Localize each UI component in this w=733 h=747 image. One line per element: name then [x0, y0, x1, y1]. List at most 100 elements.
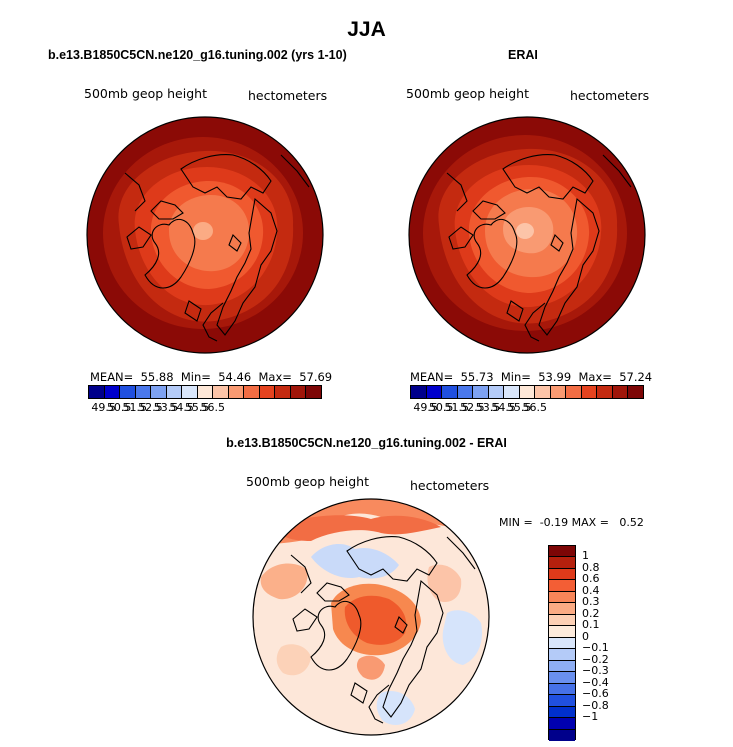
diff-colorbar-tick-label: −0.4 [582, 675, 609, 689]
diff-colorbar-tick-label: −0.3 [582, 664, 609, 678]
left-mean-value: 55.88 [140, 370, 174, 384]
right-continents [446, 154, 632, 342]
right-mean-value: 55.73 [460, 370, 494, 384]
diff-field-negative-arc [311, 543, 399, 579]
diff-continents [290, 536, 476, 724]
diff-colorbar-box-10 [549, 660, 575, 673]
right-field-min-center [516, 223, 534, 239]
left-var-label: 500mb geop height [84, 86, 207, 101]
right-map-border [408, 116, 646, 354]
left-colorbar-box-7 [197, 386, 214, 398]
diff-colorbar-tick-label: 0.1 [582, 618, 600, 632]
diff-units-label: hectometers [410, 478, 490, 493]
diff-colorbar-box-9 [549, 649, 575, 661]
diff-colorbar-tick-label: −0.6 [582, 687, 609, 701]
diff-colorbar-box-12 [549, 683, 575, 696]
diff-colorbar-box-0 [549, 546, 575, 558]
left-colorbar-tick-label: 51.5 [122, 401, 148, 414]
left-colorbar-box-12 [275, 386, 291, 398]
diff-stats: MIN = -0.19 MAX = 0.52 [499, 516, 644, 529]
left-max-value: 57.69 [299, 370, 333, 384]
diff-field-south-patch [356, 655, 385, 680]
diff-colorbar-box-5 [549, 603, 575, 615]
diff-field-east-negative [442, 610, 483, 665]
diff-colorbar-box-1 [549, 557, 575, 569]
diff-colorbar-box-8 [549, 637, 575, 650]
diff-colorbar-box-14 [549, 706, 575, 719]
left-polar-map [86, 116, 324, 354]
diff-colorbar-tick-label: 0.3 [582, 595, 600, 609]
left-units-label: hectometers [248, 88, 328, 103]
right-max-value: 57.24 [619, 370, 653, 384]
diff-min-value: -0.19 [539, 516, 569, 529]
right-min-label: Min= [500, 370, 531, 384]
right-colorbar-box-2 [442, 386, 458, 398]
diff-field-sw-patch [276, 644, 311, 676]
diff-colorbar-tick-label: 0.6 [582, 572, 600, 586]
diff-colorbar-box-7 [549, 626, 575, 638]
right-units-label: hectometers [570, 88, 650, 103]
right-colorbar-box-8 [535, 386, 551, 398]
right-colorbar-box-11 [581, 386, 598, 398]
left-colorbar-box-10 [244, 386, 260, 398]
right-colorbar-box-13 [612, 386, 629, 398]
left-colorbar-box-9 [228, 386, 245, 398]
diff-colorbar-tick-label: −1 [582, 710, 599, 724]
left-colorbar-box-3 [135, 386, 152, 398]
left-colorbar [88, 385, 322, 399]
right-colorbar-tick-label: 49.5 [413, 401, 438, 414]
right-panel-title: ERAI [508, 48, 538, 62]
left-colorbar-tick-label: 54.5 [169, 401, 194, 414]
diff-min-label: MIN = [499, 516, 533, 529]
right-colorbar-box-9 [550, 386, 567, 398]
right-colorbar-tick-label: 55.5 [506, 401, 532, 414]
right-colorbar-box-12 [597, 386, 613, 398]
right-stats: MEAN= 55.73 Min= 53.99 Max= 57.24 [410, 370, 652, 384]
left-colorbar-box-14 [306, 386, 321, 398]
diff-colorbar-tick-label: 0.4 [582, 583, 600, 597]
right-colorbar-box-0 [411, 386, 427, 398]
diff-colorbar-tick-label: −0.1 [582, 641, 609, 655]
diff-colorbar-box-6 [549, 614, 575, 627]
left-colorbar-box-11 [259, 386, 276, 398]
diff-colorbar-box-15 [549, 718, 575, 730]
left-colorbar-box-2 [120, 386, 136, 398]
left-map-border [86, 116, 324, 354]
left-colorbar-box-5 [166, 386, 183, 398]
diff-colorbar [548, 545, 576, 741]
right-colorbar-tick-label: 51.5 [444, 401, 470, 414]
left-colorbar-tick-label: 56.5 [200, 401, 226, 414]
right-colorbar-tick-label: 52.5 [460, 401, 485, 414]
right-colorbar-box-6 [504, 386, 520, 398]
right-colorbar-box-3 [457, 386, 474, 398]
left-colorbar-tick-label: 55.5 [184, 401, 210, 414]
diff-field-west-patch [260, 563, 308, 600]
left-colorbar-tick-label: 52.5 [138, 401, 163, 414]
diff-colorbar-tick-label: −0.2 [582, 652, 609, 666]
left-colorbar-box-8 [213, 386, 229, 398]
right-colorbar [410, 385, 644, 399]
right-colorbar-box-5 [488, 386, 505, 398]
diff-polar-map [252, 498, 490, 736]
right-colorbar-box-7 [519, 386, 536, 398]
left-min-label: Min= [180, 370, 211, 384]
diff-colorbar-box-16 [549, 729, 575, 741]
left-field-min-center [193, 222, 213, 240]
diff-colorbar-box-4 [549, 591, 575, 604]
right-mean-label: MEAN= [410, 370, 454, 384]
diff-colorbar-tick-label: 0.8 [582, 560, 600, 574]
right-colorbar-box-4 [473, 386, 489, 398]
diff-colorbar-box-11 [549, 672, 575, 684]
diff-field-south-negative [376, 690, 415, 725]
diff-var-label: 500mb geop height [246, 474, 369, 489]
diff-max-value: 0.52 [619, 516, 644, 529]
right-colorbar-tick-label: 56.5 [522, 401, 548, 414]
left-max-label: Max= [258, 370, 292, 384]
diff-map-border [252, 498, 490, 736]
diff-colorbar-tick-label: −0.8 [582, 698, 609, 712]
diff-field-east-patch [427, 564, 462, 603]
figure-title: JJA [347, 18, 386, 41]
left-stats: MEAN= 55.88 Min= 54.46 Max= 57.69 [90, 370, 332, 384]
left-min-value: 54.46 [218, 370, 252, 384]
left-colorbar-tick-label: 49.5 [91, 401, 116, 414]
